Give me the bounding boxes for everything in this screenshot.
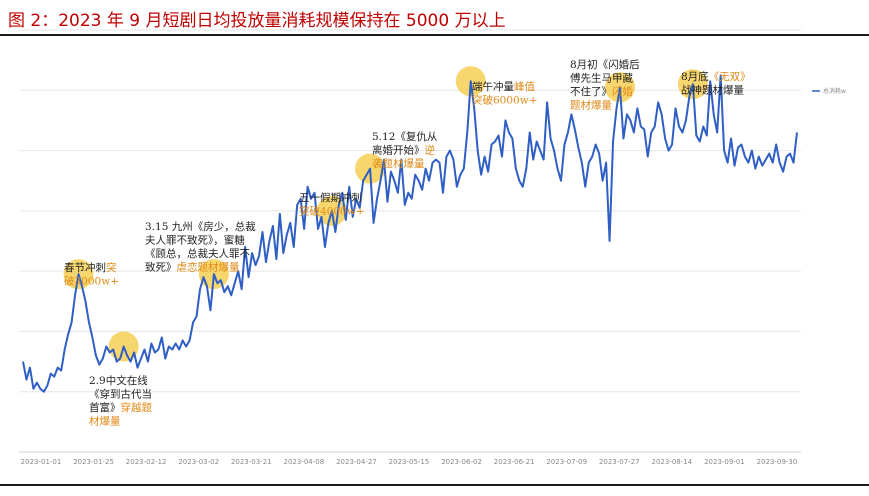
annotation-text: 虐恋题材爆量 [177,261,240,274]
annotation-text: 《穿到古代当 [89,388,152,401]
annotation-text: 五一假期冲刺 [299,191,362,204]
annotation-text: 突破4000w+ [299,205,365,218]
top-rule [0,34,869,36]
x-tick-label: 2023-02-12 [126,458,167,466]
annotation-line: 袭题材爆量 [372,157,425,170]
bottom-rule [0,484,869,486]
annotation-text: 突 [106,261,117,274]
annotation-line: 首富》穿越题 [89,401,152,414]
annotation-text: 《顾总，总裁夫人罪不 [145,247,250,260]
annotation-text: 傅先生马甲藏 [570,72,633,85]
annotation-text: 8月初《闪婚后 [570,58,640,71]
annotation-line: 《顾总，总裁夫人罪不 [145,247,250,260]
x-tick-label: 2023-06-02 [441,458,482,466]
annotation-text: 战神题材爆量 [681,84,744,97]
annotation-text: 袭题材爆量 [372,157,425,170]
annotation-text: 端午冲量 [472,80,514,93]
annotation-line: 傅先生马甲藏 [570,72,633,85]
annotation-line: 不住了》闪婚 [570,85,633,98]
annotation-line: 材爆量 [89,415,121,428]
annotation-text: 3.15 九州《房少，总裁 [145,220,256,233]
annotation-line: 破3000w+ [64,275,119,288]
annotation-line: 3.15 九州《房少，总裁 [145,220,256,233]
legend-label: 总消耗w [823,87,846,95]
x-tick-label: 2023-07-09 [546,458,587,466]
x-tick-label: 2023-01-25 [73,458,114,466]
annotation-line: 5.12《复仇从 [372,130,438,143]
annotation-text: 2.9中文在线 [89,374,148,387]
annotation-text: 8月底 [681,70,709,83]
annotation-line: 突破6000w+ [472,94,538,107]
annotation-line: 题材爆量 [570,99,612,112]
annotation-text: 不住了》 [570,85,612,98]
annotation-text: 破3000w+ [64,275,119,288]
grid [19,29,801,453]
x-tick-label: 2023-09-01 [704,458,745,466]
annotation-line: 离婚开始》逆 [372,144,436,157]
figure-title: 图 2：2023 年 9 月短剧日均投放量消耗规模保持在 5000 万以上 [8,11,506,31]
annotation-text: 《无双》 [709,71,751,83]
annotation-line: 战神题材爆量 [681,84,744,97]
annotation-line: 突破4000w+ [299,205,365,218]
annotation-text: 材爆量 [89,415,121,428]
annotation-line: 8月初《闪婚后 [570,58,640,71]
annotation-line: 五一假期冲刺 [299,191,362,204]
annotation-text: 离婚开始》 [372,144,425,157]
x-tick-label: 2023-07-27 [599,458,640,466]
annotation-line: 致死》虐恋题材爆量 [145,261,240,274]
x-tick-label: 2023-04-08 [284,458,325,466]
annotation-text: 夫人罪不致死》，蜜糖 [145,234,245,247]
annotation-text: 春节冲刺 [64,261,106,274]
annotation-line: 《穿到古代当 [89,388,152,401]
annotation-text: 逆 [425,144,436,157]
annotation-line: 2.9中文在线 [89,374,148,387]
x-tick-label: 2023-06-21 [494,458,535,466]
x-tick-label: 2023-03-21 [231,458,272,466]
x-tick-label: 2023-03-02 [178,458,219,466]
series-line-group [22,74,798,393]
x-tick-label: 2023-04-27 [336,458,377,466]
annotation-line: 春节冲刺突 [64,261,117,274]
legend: 总消耗w [812,87,846,95]
annotation-text: 致死》 [145,261,177,274]
x-axis: 2023-01-01 2023-01-25 2023-02-12 2023-03-02… [21,458,798,466]
annotation-text: 峰值 [514,80,535,93]
annotation-line: 8月底《无双》 [681,70,751,83]
annotation-line: 夫人罪不致死》，蜜糖 [145,234,245,247]
annotation-text: 首富》 [89,401,121,414]
annotation-text: 5.12《复仇从 [372,130,438,143]
x-tick-label: 2023-01-01 [21,458,62,466]
annotation-text: 突破6000w+ [472,94,538,107]
series-line [22,74,798,393]
x-tick-label: 2023-09-30 [757,458,798,466]
annotation-text: 穿越题 [121,401,153,414]
x-tick-label: 2023-05-15 [389,458,430,466]
annotation-text: 闪婚 [612,85,633,98]
annotation-text: 题材爆量 [570,99,612,112]
x-tick-label: 2023-08-14 [652,458,693,466]
annotation-line: 端午冲量峰值 [472,80,535,93]
